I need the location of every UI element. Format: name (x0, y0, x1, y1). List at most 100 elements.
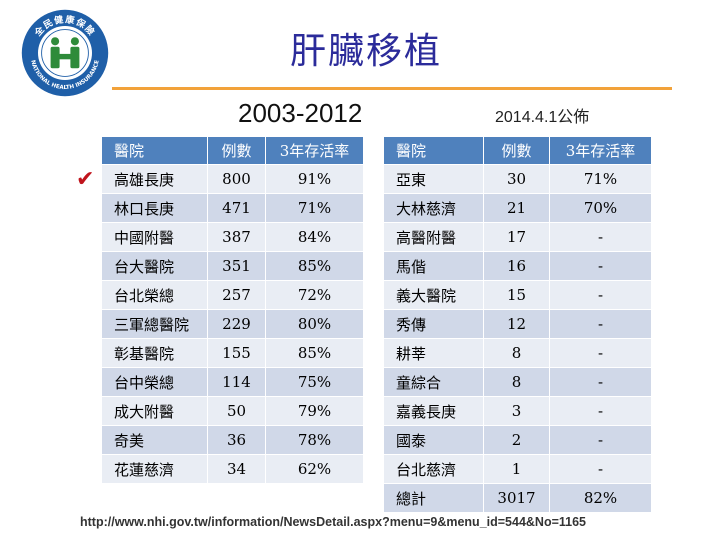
header-hospital: 醫院 (383, 136, 484, 165)
survival-rate: 70% (549, 193, 652, 223)
survival-rate: 85% (265, 251, 364, 281)
case-count: 257 (207, 280, 266, 310)
right-hospital-table: 醫院 例數 3年存活率 亞東 30 71% 大林慈濟 21 70% 高醫附醫 17- 馬偕 16- 義大… (383, 136, 652, 513)
survival-rate: - (549, 309, 652, 339)
survival-rate: 71% (265, 193, 364, 223)
table-row: 台中榮總 114 75% (101, 367, 364, 397)
header-survival-rate: 3年存活率 (549, 136, 652, 165)
survival-rate: - (549, 338, 652, 368)
hospital-name: 花蓮慈濟 (101, 454, 208, 484)
hospital-name: 高醫附醫 (383, 222, 484, 252)
hospital-name: 彰基醫院 (101, 338, 208, 368)
case-count: 229 (207, 309, 266, 339)
case-count: 17 (483, 222, 550, 252)
table-row: 童綜合 8- (383, 367, 652, 397)
header-hospital: 醫院 (101, 136, 208, 165)
table-row: 彰基醫院 155 85% (101, 338, 364, 368)
case-count: 800 (207, 164, 266, 194)
table-row: 總計 3017 82% (383, 483, 652, 513)
source-url: http://www.nhi.gov.tw/information/NewsDe… (80, 515, 587, 529)
left-hospital-table: 醫院 例數 3年存活率 高雄長庚 800 91% 林口長庚 471 71% 中國附醫 387 84%… (101, 136, 364, 484)
hospital-name: 亞東 (383, 164, 484, 194)
case-count: 351 (207, 251, 266, 281)
case-count: 8 (483, 367, 550, 397)
table-row: 台北榮總 257 72% (101, 280, 364, 310)
survival-rate: - (549, 425, 652, 455)
survival-rate: - (549, 454, 652, 484)
table-row: 三軍總醫院 229 80% (101, 309, 364, 339)
table-row: 花蓮慈濟 34 62% (101, 454, 364, 484)
survival-rate: 72% (265, 280, 364, 310)
hospital-name: 義大醫院 (383, 280, 484, 310)
table-row: 國泰 2- (383, 425, 652, 455)
hospital-name: 馬偕 (383, 251, 484, 281)
case-count: 21 (483, 193, 550, 223)
hospital-name: 中國附醫 (101, 222, 208, 252)
case-count: 1 (483, 454, 550, 484)
hospital-name: 台北榮總 (101, 280, 208, 310)
survival-rate: - (549, 280, 652, 310)
survival-rate: - (549, 367, 652, 397)
hospital-name: 台北慈濟 (383, 454, 484, 484)
case-count: 50 (207, 396, 266, 426)
table-row: 奇美 36 78% (101, 425, 364, 455)
table-row: 成大附醫 50 79% (101, 396, 364, 426)
case-count: 34 (207, 454, 266, 484)
table-row: 中國附醫 387 84% (101, 222, 364, 252)
survival-rate: 79% (265, 396, 364, 426)
table-row: 嘉義長庚 3- (383, 396, 652, 426)
table-row: 台大醫院 351 85% (101, 251, 364, 281)
hospital-name: 耕莘 (383, 338, 484, 368)
case-count: 387 (207, 222, 266, 252)
survival-rate: 62% (265, 454, 364, 484)
table-row: 高雄長庚 800 91% (101, 164, 364, 194)
header-survival-rate: 3年存活率 (265, 136, 364, 165)
year-range: 2003-2012 (238, 98, 363, 128)
hospital-name: 國泰 (383, 425, 484, 455)
case-count: 15 (483, 280, 550, 310)
table-row: 高醫附醫 17- (383, 222, 652, 252)
table-row: 馬偕 16- (383, 251, 652, 281)
case-count: 30 (483, 164, 550, 194)
case-count: 114 (207, 367, 266, 397)
published-date: 2014.4.1公佈 (495, 109, 590, 126)
table-row: 台北慈濟 1- (383, 454, 652, 484)
survival-rate: 78% (265, 425, 364, 455)
survival-rate: - (549, 251, 652, 281)
survival-rate: - (549, 396, 652, 426)
hospital-name: 高雄長庚 (101, 164, 208, 194)
header-cases: 例數 (483, 136, 550, 165)
hospital-name: 總計 (383, 483, 484, 513)
page-title: 肝臟移植 (290, 31, 443, 72)
survival-rate: 84% (265, 222, 364, 252)
table-header-row: 醫院 例數 3年存活率 (383, 136, 652, 165)
case-count: 12 (483, 309, 550, 339)
case-count: 3 (483, 396, 550, 426)
hospital-name: 童綜合 (383, 367, 484, 397)
table-row: 大林慈濟 21 70% (383, 193, 652, 223)
hospital-name: 嘉義長庚 (383, 396, 484, 426)
table-row: 秀傳 12- (383, 309, 652, 339)
table-row: 耕莘 8- (383, 338, 652, 368)
table-row: 亞東 30 71% (383, 164, 652, 194)
nhi-logo: 全民健康保險 NATIONAL HEALTH INSURANCE (21, 9, 109, 97)
case-count: 3017 (483, 483, 550, 513)
case-count: 36 (207, 425, 266, 455)
title-underline (112, 87, 672, 90)
case-count: 8 (483, 338, 550, 368)
survival-rate: 91% (265, 164, 364, 194)
hospital-name: 大林慈濟 (383, 193, 484, 223)
survival-rate: - (549, 222, 652, 252)
table-row: 林口長庚 471 71% (101, 193, 364, 223)
checkmark-icon: ✔ (76, 167, 95, 192)
survival-rate: 82% (549, 483, 652, 513)
survival-rate: 80% (265, 309, 364, 339)
case-count: 155 (207, 338, 266, 368)
table-row: 義大醫院 15- (383, 280, 652, 310)
case-count: 471 (207, 193, 266, 223)
hospital-name: 奇美 (101, 425, 208, 455)
hospital-name: 台大醫院 (101, 251, 208, 281)
hospital-name: 成大附醫 (101, 396, 208, 426)
hospital-name: 秀傳 (383, 309, 484, 339)
case-count: 2 (483, 425, 550, 455)
